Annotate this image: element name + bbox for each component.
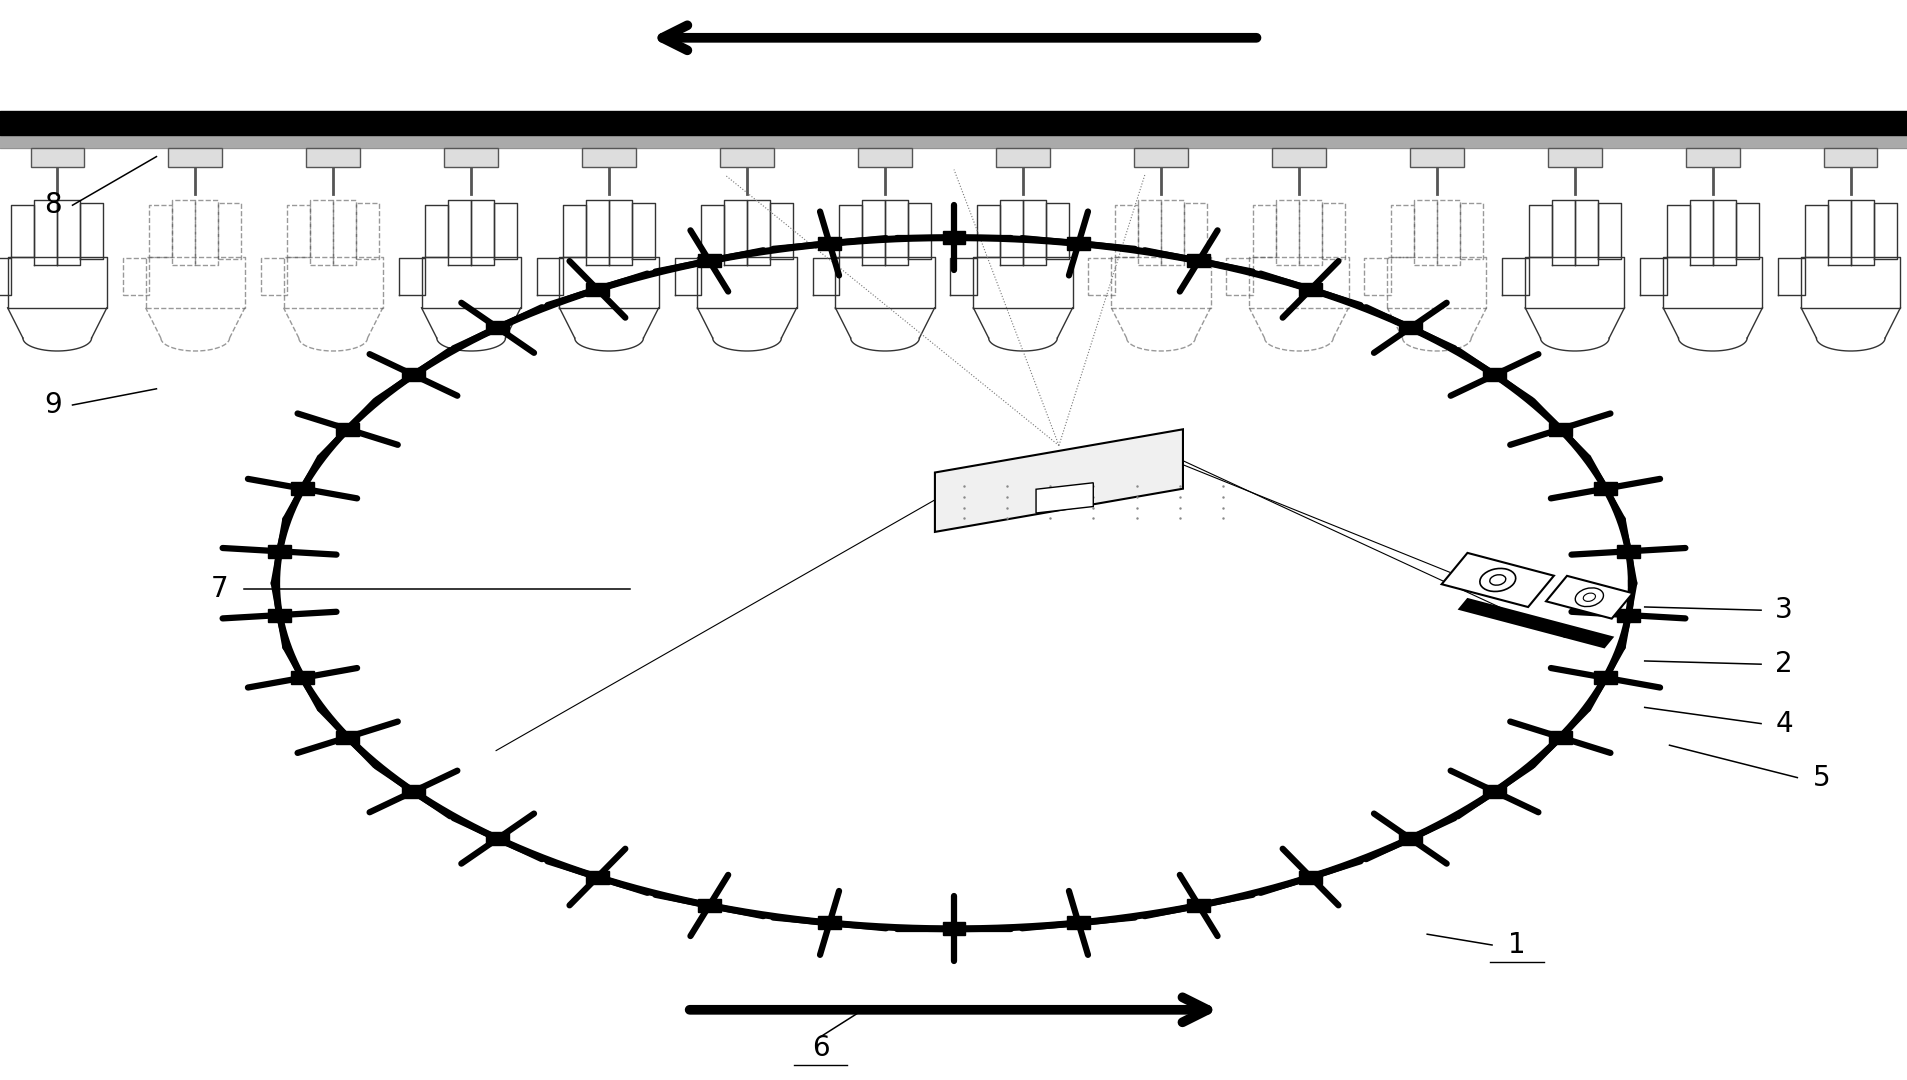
FancyBboxPatch shape [444,148,498,167]
FancyBboxPatch shape [1133,148,1186,167]
Polygon shape [1548,731,1571,744]
Polygon shape [698,255,721,268]
FancyBboxPatch shape [858,148,912,167]
FancyBboxPatch shape [995,148,1049,167]
Polygon shape [1299,870,1322,883]
FancyBboxPatch shape [307,148,360,167]
Polygon shape [1545,576,1632,619]
Polygon shape [1482,368,1505,381]
FancyBboxPatch shape [582,148,635,167]
Ellipse shape [1583,593,1594,602]
Text: 3: 3 [1774,596,1793,624]
Polygon shape [1186,899,1209,912]
Polygon shape [402,368,425,381]
Polygon shape [585,283,608,296]
FancyBboxPatch shape [1686,148,1739,167]
Polygon shape [818,237,841,249]
Polygon shape [402,785,425,798]
Polygon shape [1615,544,1638,557]
FancyBboxPatch shape [721,148,774,167]
Polygon shape [1299,283,1322,296]
Text: 7: 7 [210,575,229,603]
Text: 8: 8 [44,191,63,219]
Polygon shape [292,482,315,495]
Polygon shape [1592,482,1615,495]
Text: 5: 5 [1812,764,1831,792]
Polygon shape [1442,553,1552,607]
FancyBboxPatch shape [1409,148,1463,167]
Polygon shape [818,917,841,930]
Ellipse shape [1575,588,1602,607]
Ellipse shape [1480,568,1514,592]
FancyBboxPatch shape [168,148,221,167]
FancyBboxPatch shape [31,148,84,167]
FancyBboxPatch shape [1547,148,1600,167]
Polygon shape [698,899,721,912]
Polygon shape [292,672,315,685]
Polygon shape [269,544,292,557]
Polygon shape [942,922,965,935]
Polygon shape [1398,832,1421,845]
Polygon shape [1482,785,1505,798]
Text: 9: 9 [44,391,63,419]
FancyBboxPatch shape [1272,148,1325,167]
FancyBboxPatch shape [1823,148,1876,167]
Polygon shape [934,429,1182,531]
Polygon shape [1615,609,1638,622]
Text: 4: 4 [1774,710,1793,738]
Polygon shape [1186,255,1209,268]
Polygon shape [942,231,965,244]
Polygon shape [1066,917,1089,930]
Text: 1: 1 [1507,931,1526,959]
Polygon shape [585,870,608,883]
Polygon shape [336,731,359,744]
Polygon shape [486,322,509,335]
Polygon shape [1548,422,1571,435]
Text: 2: 2 [1774,650,1793,678]
Polygon shape [1066,237,1089,249]
Ellipse shape [1489,575,1505,585]
Polygon shape [1036,483,1093,513]
Polygon shape [269,609,292,622]
Polygon shape [336,422,359,435]
Polygon shape [1457,598,1613,648]
Text: 6: 6 [810,1034,830,1062]
Polygon shape [1592,672,1615,685]
Polygon shape [486,832,509,845]
Polygon shape [1398,322,1421,335]
